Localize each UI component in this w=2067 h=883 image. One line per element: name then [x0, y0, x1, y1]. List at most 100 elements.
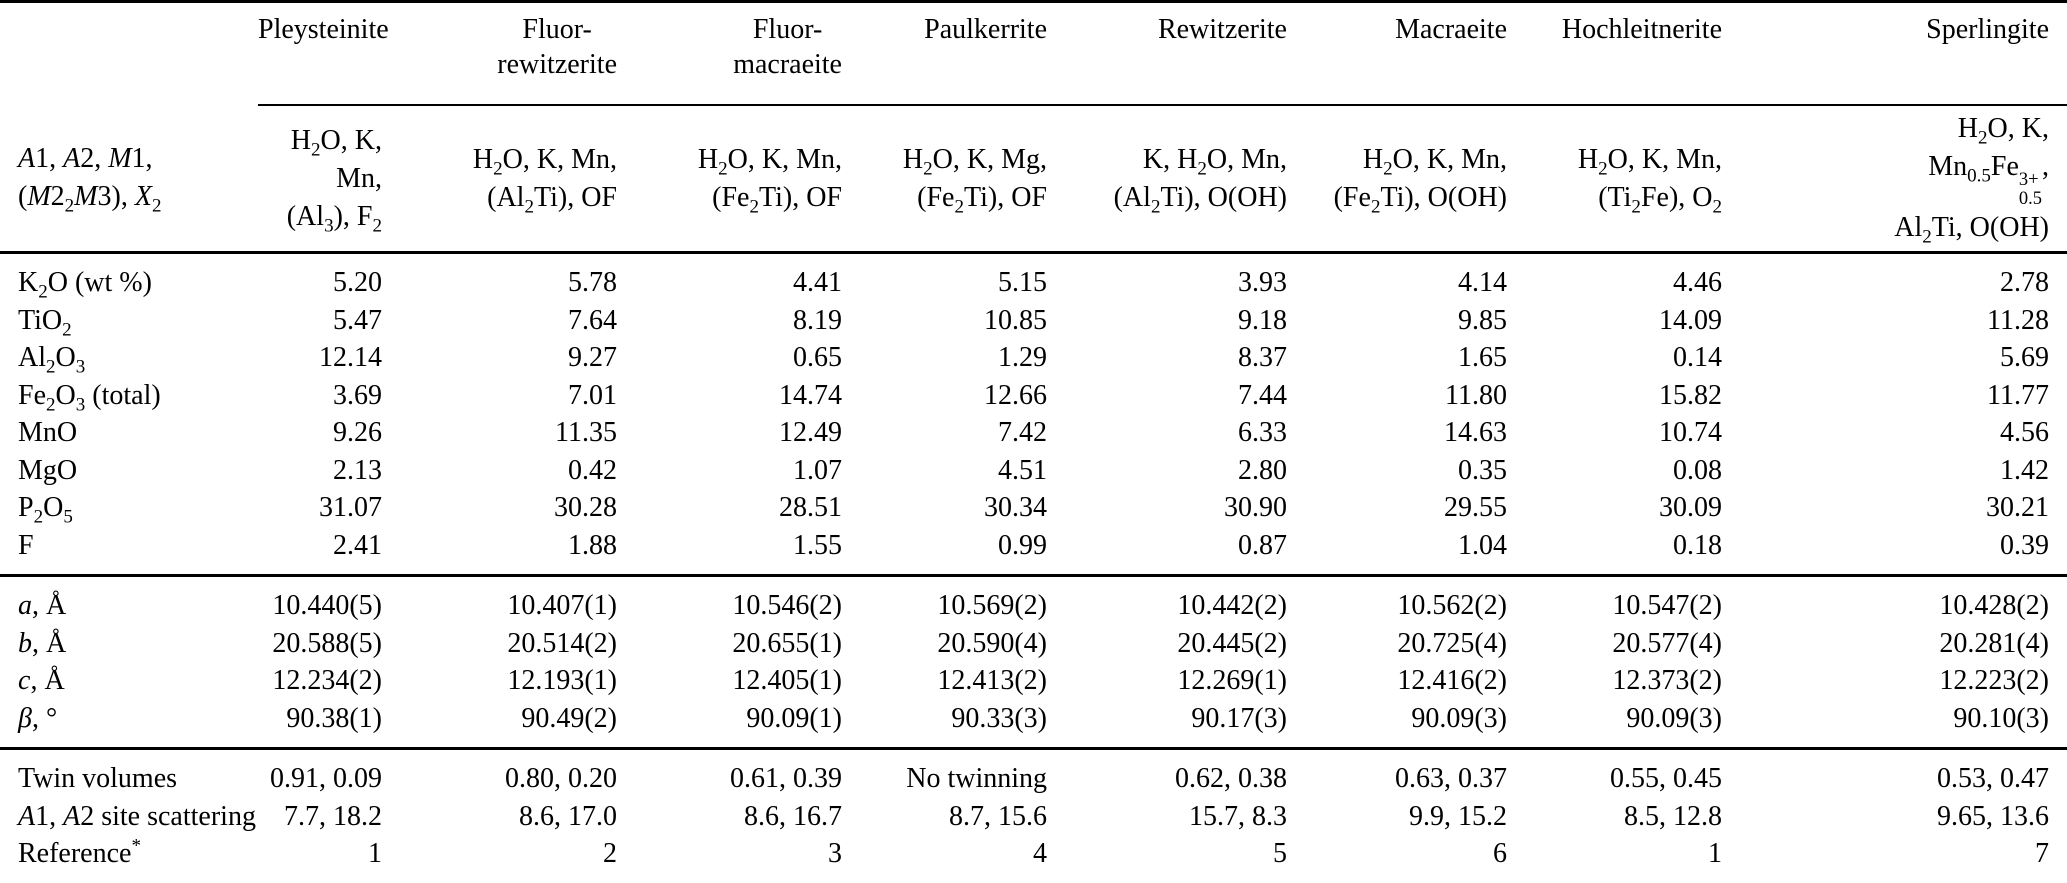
site-occupancy-cell: H2O, K, Mn, (Al3), F2: [258, 105, 400, 254]
value-cell: 9.85: [1458, 304, 1507, 336]
value-cell: 20.588(5): [272, 627, 382, 659]
value-cell: 20.655(1): [732, 627, 842, 659]
value-cell: 8.6, 17.0: [519, 800, 617, 832]
row-label: Twin volumes: [0, 747, 258, 798]
value-cell: 0.91, 0.09: [258, 747, 400, 798]
value-cell: 14.63: [1444, 417, 1507, 448]
value-cell: 12.223(2): [1939, 665, 2049, 696]
value-cell: 30.28: [554, 492, 617, 523]
site-occupancy-cell: H2O, K, Mn, (Fe2Ti), O(OH): [1305, 105, 1525, 254]
value-cell: 1.65: [1458, 342, 1507, 373]
value-cell: 8.6, 16.7: [744, 800, 842, 832]
value-cell: 7.44: [1238, 379, 1287, 411]
value-cell: 10.440(5): [258, 574, 400, 625]
value-cell: 4.46: [1673, 267, 1722, 298]
row-label: MnO: [18, 417, 78, 448]
value-cell: 10.442(2): [1065, 574, 1305, 625]
value-cell: 15.82: [1659, 379, 1722, 411]
mineral-name: Hochleitnerite: [1561, 14, 1722, 45]
value-cell: 12.193(1): [507, 665, 617, 696]
value-cell: 4.51: [998, 454, 1047, 486]
section-lattice-parameters: a, Å 10.440(5) 10.407(1) 10.546(2) 10.56…: [0, 574, 2067, 749]
corner-cell: [0, 2, 258, 106]
value-cell: 4.14: [1458, 267, 1507, 298]
table-row-fe2o3: Fe2O3 (total) 3.69 7.01 14.74 12.66 7.44…: [0, 377, 2067, 415]
value-cell: 11.35: [555, 417, 617, 448]
mineral-name: Paulkerrite: [924, 14, 1047, 45]
mineral-names-row: Pleysteinite Fluor-rewitzerite Fluor-mac…: [0, 1, 2067, 106]
value-cell: 1.42: [2000, 454, 2049, 486]
column-header-macraeite: Macraeite: [1305, 1, 1525, 106]
site-occupancy-cell: K, H2O, Mn, (Al2Ti), O(OH): [1065, 105, 1305, 254]
mineral-name: Pleysteinite: [258, 14, 389, 45]
value-cell: 12.269(1): [1177, 665, 1287, 696]
value-cell: 12.234(2): [272, 665, 382, 696]
table-header: Pleysteinite Fluor-rewitzerite Fluor-mac…: [0, 1, 2067, 254]
value-cell: 9.26: [333, 417, 382, 448]
value-cell: 90.38(1): [286, 702, 382, 734]
value-cell: 2.80: [1238, 454, 1287, 486]
value-cell: 4.41: [793, 267, 842, 298]
row-label: Al2O3: [18, 342, 86, 378]
value-cell: 8.5, 12.8: [1624, 800, 1722, 832]
site-occupancy-cell: H2O, K, Mn, (Al2Ti), OF: [400, 105, 635, 254]
value-cell: 8.7, 15.6: [949, 800, 1047, 832]
value-cell: 0.39: [2000, 529, 2049, 561]
value-cell: 12.66: [984, 379, 1047, 411]
value-cell: 10.74: [1659, 417, 1722, 448]
value-cell: No twinning: [860, 747, 1065, 798]
row-label: c, Å: [18, 665, 65, 696]
mineral-name: Fluor-macraeite: [733, 14, 842, 80]
table-row-al2o3: Al2O3 12.14 9.27 0.65 1.29 8.37 1.65 0.1…: [0, 339, 2067, 377]
value-cell: 7.01: [568, 379, 617, 411]
value-cell: 9.27: [568, 342, 617, 373]
value-cell: 90.09(3): [1626, 702, 1722, 734]
value-cell: 12.373(2): [1612, 665, 1722, 696]
value-cell: 0.61, 0.39: [635, 747, 860, 798]
value-cell: 7.7, 18.2: [284, 800, 382, 832]
value-cell: 4.56: [2000, 417, 2049, 448]
value-cell: 7.64: [568, 304, 617, 336]
table-row-mno: MnO 9.26 11.35 12.49 7.42 6.33 14.63 10.…: [0, 414, 2067, 452]
value-cell: 1.07: [793, 454, 842, 486]
site-occupancy-row: A1, A2, M1, (M22M3), X2 H2O, K, Mn, (Al3),…: [0, 105, 2067, 254]
site-occupancy-cell: H2O, K, Mn, (Ti2Fe), O2: [1525, 105, 1740, 254]
value-cell: 6: [1493, 838, 1507, 869]
row-label: b, Å: [18, 627, 67, 659]
row-label: MgO: [18, 454, 78, 486]
mineral-name: Fluor-rewitzerite: [497, 14, 617, 80]
value-cell: 0.18: [1673, 529, 1722, 561]
value-cell: 30.09: [1659, 492, 1722, 523]
value-cell: 30.34: [984, 492, 1047, 523]
value-cell: 11.80: [1445, 379, 1507, 411]
value-cell: 2.13: [333, 454, 382, 486]
value-cell: 10.562(2): [1305, 574, 1525, 625]
value-cell: 20.725(4): [1397, 627, 1507, 659]
value-cell: 90.49(2): [521, 702, 617, 734]
column-header-paulkerrite: Paulkerrite: [860, 1, 1065, 106]
row-label: P2O5: [18, 492, 73, 528]
table-row-beta: β, ° 90.38(1) 90.49(2) 90.09(1) 90.33(3)…: [0, 700, 2067, 749]
value-cell: 5.15: [998, 267, 1047, 298]
value-cell: 20.514(2): [507, 627, 617, 659]
value-cell: 0.14: [1673, 342, 1722, 373]
value-cell: 0.42: [568, 454, 617, 486]
value-cell: 12.405(1): [732, 665, 842, 696]
column-header-fluor-macraeite: Fluor-macraeite: [635, 1, 860, 106]
value-cell: 0.99: [998, 529, 1047, 561]
table-row-twin-volumes: Twin volumes 0.91, 0.09 0.80, 0.20 0.61,…: [0, 747, 2067, 798]
value-cell: 8.19: [793, 304, 842, 336]
value-cell: 0.63, 0.37: [1305, 747, 1525, 798]
table-row-reference: Reference* 1 2 3 4 5 6 1 7: [0, 835, 2067, 883]
value-cell: 7.42: [998, 417, 1047, 448]
value-cell: 9.9, 15.2: [1409, 800, 1507, 832]
table-row-f: F 2.41 1.88 1.55 0.99 0.87 1.04 0.18 0.3…: [0, 527, 2067, 576]
value-cell: 0.35: [1458, 454, 1507, 486]
value-cell: 90.09(1): [746, 702, 842, 734]
table-row-mgo: MgO 2.13 0.42 1.07 4.51 2.80 0.35 0.08 1…: [0, 452, 2067, 490]
value-cell: 90.33(3): [951, 702, 1047, 734]
value-cell: 1.88: [568, 529, 617, 561]
value-cell: 0.65: [793, 342, 842, 373]
site-columns-label: A1, A2, M1, (M22M3), X2: [0, 105, 258, 254]
